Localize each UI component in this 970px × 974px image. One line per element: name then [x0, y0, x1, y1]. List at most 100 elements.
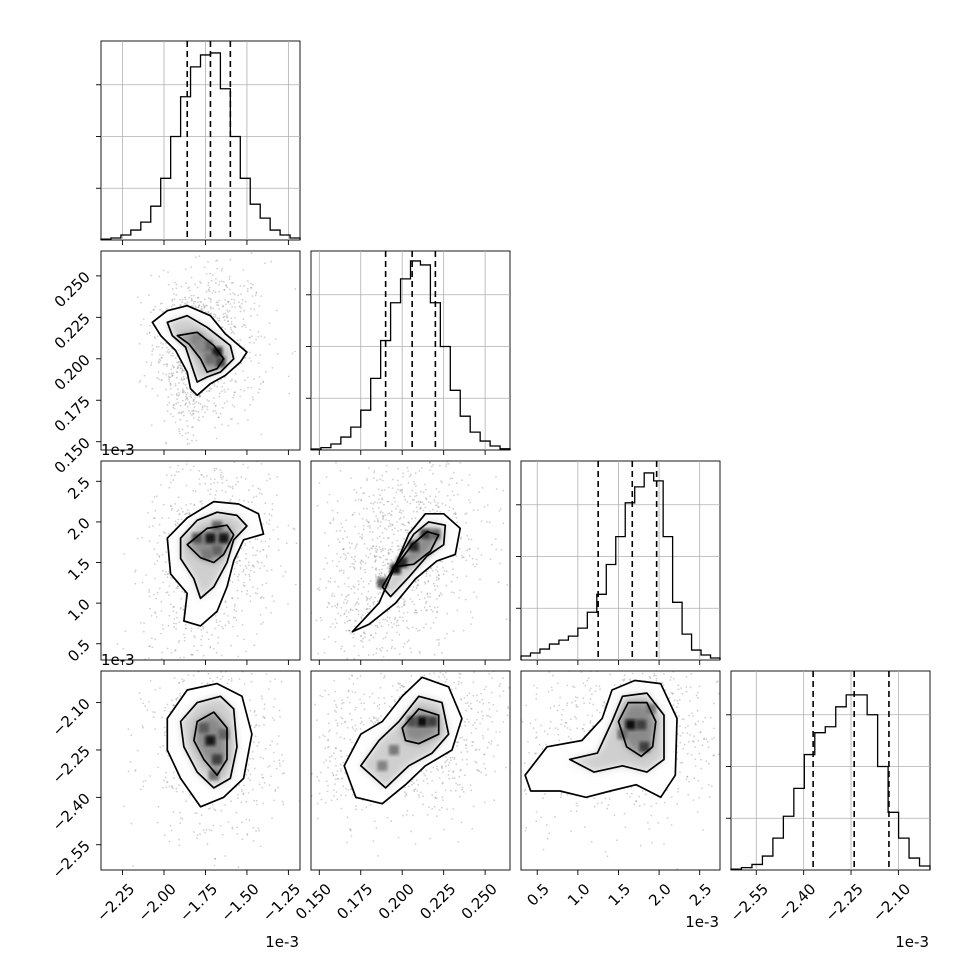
scatter-point [174, 281, 176, 284]
scatter-point [373, 600, 376, 603]
scatter-point [360, 634, 363, 637]
scatter-point [368, 717, 371, 720]
scatter-point [175, 287, 178, 290]
scatter-point [460, 682, 463, 684]
scatter-point [657, 822, 660, 824]
scatter-point [242, 323, 245, 326]
scatter-point [189, 395, 192, 398]
scatter-point [342, 548, 345, 551]
scatter-point [438, 594, 441, 597]
scatter-point [682, 747, 684, 750]
scatter-point [493, 799, 496, 802]
scatter-point [186, 387, 189, 390]
scatter-point [148, 294, 151, 297]
scatter-point [379, 591, 381, 594]
scatter-point [233, 298, 236, 301]
scatter-point [354, 560, 357, 563]
scatter-point [150, 424, 153, 427]
scatter-point [158, 523, 161, 526]
density-pixel [202, 549, 213, 560]
scatter-point [237, 575, 239, 578]
scatter-point [320, 798, 323, 801]
scatter-point [216, 481, 219, 484]
scatter-point [352, 636, 355, 639]
scatter-point [461, 736, 463, 739]
scatter-point [342, 572, 345, 574]
scatter-point [254, 354, 257, 357]
scatter-point [175, 698, 178, 700]
scatter-point [461, 758, 464, 761]
scatter-point [582, 682, 585, 685]
density-pixel [215, 357, 226, 368]
scatter-point [149, 607, 151, 610]
scatter-point [375, 550, 377, 552]
scatter-point [239, 339, 242, 341]
scatter-point [153, 611, 156, 614]
scatter-point [703, 737, 705, 740]
scatter-point [685, 686, 688, 688]
scatter-point [235, 477, 238, 479]
scatter-point [378, 535, 381, 538]
scatter-point [419, 652, 421, 654]
scatter-point [426, 595, 429, 598]
scatter-point [394, 500, 396, 503]
scatter-point [244, 478, 247, 480]
scatter-point [433, 499, 436, 501]
scatter-point [177, 509, 180, 512]
scatter-point [178, 432, 181, 435]
scatter-point [260, 623, 263, 625]
scatter-point [173, 618, 176, 620]
scatter-point [177, 641, 180, 644]
scatter-point [214, 497, 216, 500]
scatter-point [427, 501, 430, 503]
scatter-point [442, 566, 444, 569]
scatter-point [378, 573, 381, 575]
scatter-point [244, 324, 246, 327]
scatter-point [209, 478, 212, 480]
scatter-point [400, 483, 403, 486]
scatter-point [255, 338, 257, 341]
scatter-point [189, 412, 192, 415]
scatter-point [170, 504, 172, 507]
scatter-point [150, 364, 153, 367]
scatter-point [193, 417, 195, 419]
scatter-point [172, 704, 175, 706]
scatter-point [181, 379, 184, 382]
scatter-point [466, 534, 469, 537]
scatter-point [411, 589, 414, 591]
scatter-point [219, 825, 222, 827]
scatter-point [255, 714, 257, 717]
scatter-point [148, 595, 151, 598]
scatter-point [186, 443, 189, 445]
scatter-point [598, 685, 601, 688]
scatter-point [149, 325, 151, 327]
scatter-point [220, 474, 222, 476]
scatter-point [459, 795, 461, 798]
scatter-point [416, 611, 418, 614]
scatter-point [386, 616, 389, 619]
scatter-point [459, 462, 462, 464]
scatter-point [600, 801, 603, 804]
scatter-point [429, 596, 431, 598]
scatter-point [163, 363, 165, 366]
scatter-point [216, 317, 219, 320]
scatter-point [188, 289, 191, 292]
scatter-point [256, 538, 259, 541]
scatter-point [207, 260, 209, 263]
scatter-point [441, 651, 443, 654]
scatter-point [403, 516, 405, 518]
scatter-point [363, 693, 366, 696]
scatter-point [161, 786, 164, 789]
scatter-point [387, 563, 390, 565]
scatter-point [220, 379, 222, 381]
scatter-point [162, 343, 164, 345]
scatter-point [396, 619, 399, 622]
scatter-point [230, 298, 233, 301]
scatter-point [359, 635, 362, 637]
scatter-point [390, 820, 393, 823]
scatter-point [589, 721, 592, 724]
scatter-point [260, 295, 263, 297]
scatter-point [232, 292, 235, 295]
scatter-point [166, 363, 169, 366]
scatter-point [151, 646, 154, 649]
